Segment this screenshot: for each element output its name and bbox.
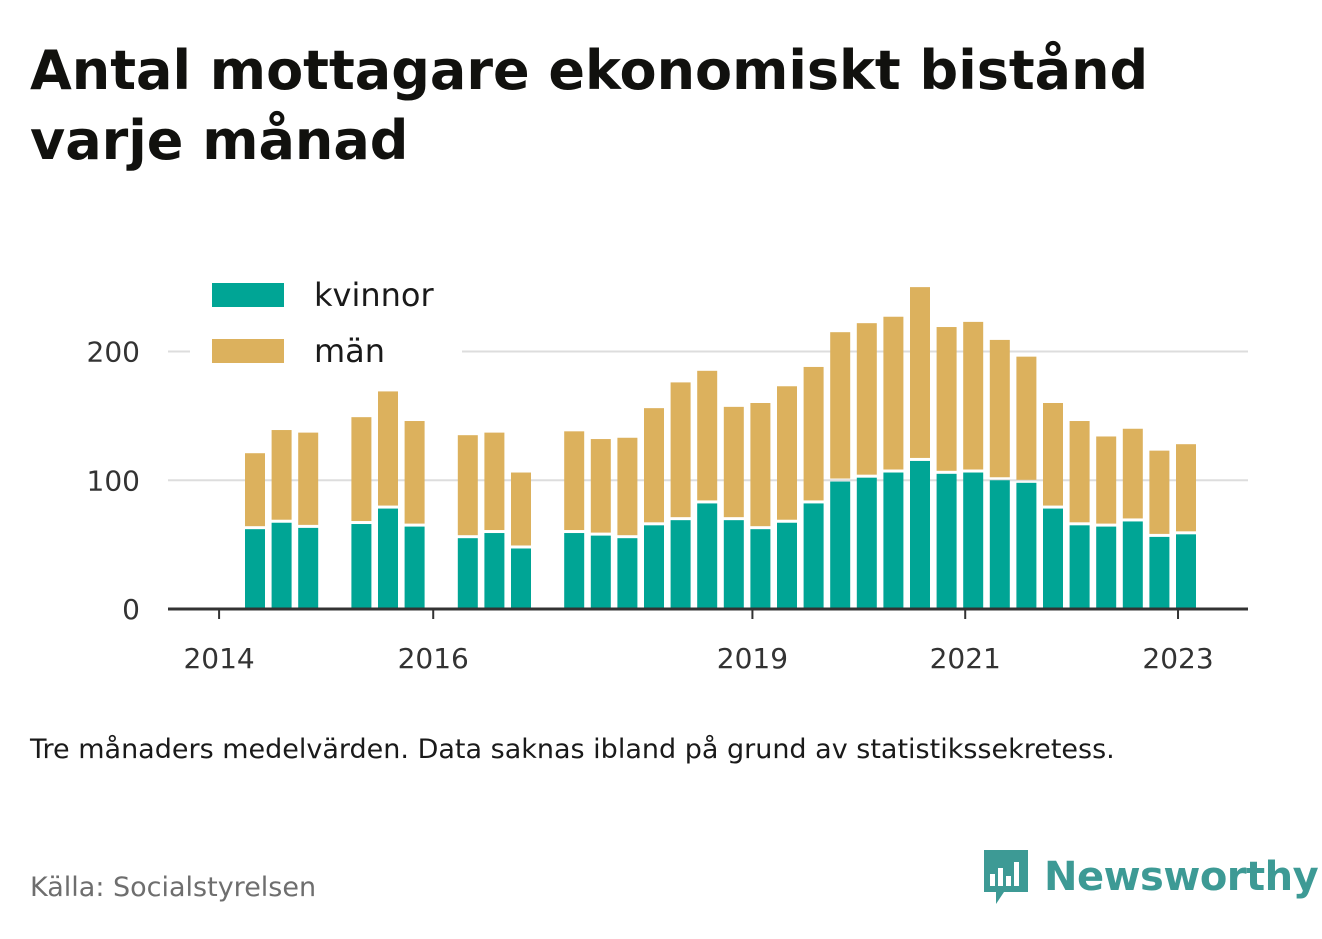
bar-kvinnor [617, 538, 638, 609]
bar-man [1176, 444, 1196, 532]
x-tick-label: 2023 [1142, 642, 1213, 675]
bar-man [883, 316, 904, 470]
bar-kvinnor [378, 508, 398, 609]
bar-kvinnor [484, 533, 505, 609]
bar-man [644, 408, 664, 523]
bar-kvinnor [271, 522, 292, 609]
bar-man [1016, 356, 1037, 480]
x-tick-label: 2021 [930, 642, 1001, 675]
bar-man [670, 382, 691, 518]
x-tick-label: 2014 [183, 642, 254, 675]
bar-kvinnor [298, 527, 319, 609]
bar-kvinnor [511, 548, 531, 609]
bar-man [750, 403, 771, 527]
bars [245, 287, 1196, 609]
bar-man [1096, 436, 1117, 524]
bar-kvinnor [936, 473, 957, 609]
bar-man [271, 430, 292, 520]
legend-swatch [212, 283, 284, 307]
chart-title: Antal mottagare ekonomiskt bistånd varje… [30, 39, 1149, 172]
bar-man [777, 386, 797, 520]
bar-kvinnor [1122, 521, 1143, 609]
bar-man [457, 435, 478, 536]
bar-man [1149, 450, 1170, 534]
bar-man [1069, 421, 1090, 523]
bar-kvinnor [644, 525, 664, 609]
source-note: Källa: Socialstyrelsen [30, 872, 317, 903]
legend: kvinnor män [190, 270, 462, 382]
bar-kvinnor [1016, 482, 1037, 609]
brand-name: Newsworthy [1044, 854, 1319, 900]
bar-kvinnor [697, 503, 718, 609]
bar-man [856, 323, 877, 475]
bar-kvinnor [1176, 534, 1196, 609]
legend-swatch [212, 339, 284, 363]
bar-man [564, 431, 585, 531]
axes: 0 100 200 2014 2016 2019 2021 2023 [87, 336, 1248, 675]
bar-man [830, 332, 851, 479]
bar-man [617, 437, 638, 536]
bar-kvinnor [803, 503, 824, 609]
bar-kvinnor [830, 481, 851, 609]
bar-kvinnor [351, 524, 372, 609]
bar-chart-speech-bubble-icon [984, 850, 1028, 904]
bar-kvinnor [670, 520, 691, 609]
bar-kvinnor [1149, 536, 1170, 609]
bar-kvinnor [457, 538, 478, 609]
bar-man [803, 366, 824, 501]
bar-man [989, 339, 1010, 478]
bar-kvinnor [910, 460, 930, 609]
legend-label: kvinnor [314, 276, 435, 314]
y-tick-label: 100 [87, 464, 140, 497]
bar-kvinnor [564, 533, 585, 609]
bar-kvinnor [1096, 526, 1117, 609]
bar-kvinnor [1043, 508, 1063, 609]
bar-kvinnor [590, 535, 611, 609]
bar-kvinnor [750, 529, 771, 609]
chart-subtitle: Tre månaders medelvärden. Data saknas ib… [30, 734, 1115, 765]
legend-label: män [314, 332, 385, 370]
bar-man [378, 391, 398, 506]
bar-kvinnor [856, 477, 877, 609]
x-tick-label: 2019 [717, 642, 788, 675]
bar-kvinnor [989, 480, 1010, 609]
bar-man [245, 453, 265, 527]
bar-man [697, 370, 718, 501]
bar-kvinnor [723, 520, 744, 609]
bar-kvinnor [245, 529, 265, 609]
bar-man [511, 472, 531, 546]
bar-man [910, 287, 930, 458]
bar-man [1122, 428, 1143, 519]
bar-man [723, 406, 744, 518]
bar-man [936, 327, 957, 471]
bar-kvinnor [883, 472, 904, 609]
bar-man [298, 432, 319, 525]
bar-kvinnor [777, 522, 797, 609]
bar-man [351, 417, 372, 522]
bar-man [963, 321, 984, 470]
bar-man [1043, 403, 1063, 506]
y-tick-label: 0 [122, 593, 140, 626]
bar-man [404, 421, 425, 524]
bar-man [484, 432, 505, 531]
bar-kvinnor [1069, 525, 1090, 609]
bar-man [590, 439, 611, 533]
bar-kvinnor [963, 472, 984, 609]
x-tick-label: 2016 [398, 642, 469, 675]
brand-logo[interactable]: Newsworthy [982, 848, 1319, 906]
y-tick-label: 200 [87, 336, 140, 369]
bar-kvinnor [404, 526, 425, 609]
